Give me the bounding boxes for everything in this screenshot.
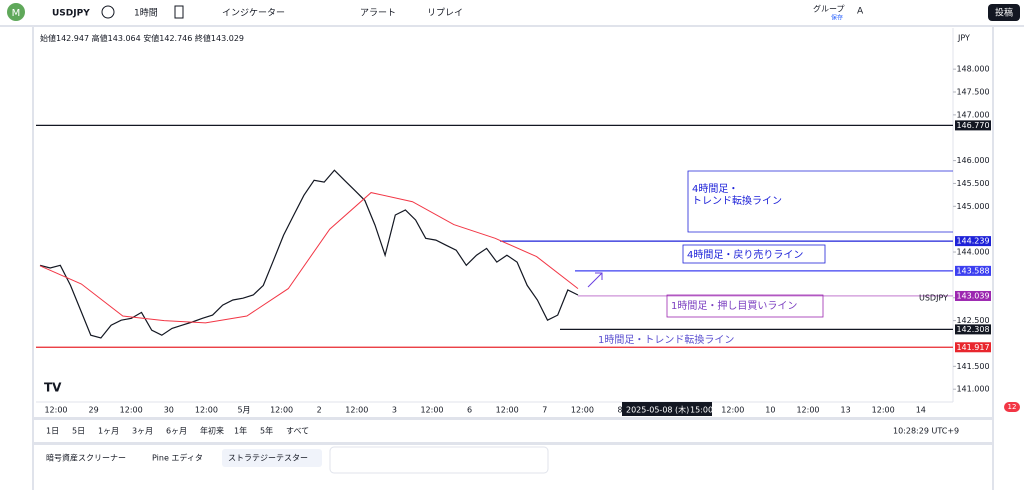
- annotation: トレンド転換ライン: [692, 195, 782, 207]
- range-button[interactable]: 1ヶ月: [98, 427, 119, 436]
- x-tick-label: 7: [542, 406, 547, 415]
- left-toolbar: [0, 27, 32, 490]
- moving-average: [39, 192, 579, 324]
- range-button[interactable]: 年初来: [200, 426, 224, 436]
- x-tick-label: 12:00: [120, 406, 143, 415]
- avatar[interactable]: [7, 3, 25, 21]
- drawing-toolbar: [329, 446, 549, 474]
- price-label-text: 142.308: [956, 325, 989, 334]
- price-label-text: 143.039: [956, 291, 989, 300]
- badge-count: 12: [1008, 403, 1017, 411]
- price-line: [39, 169, 579, 339]
- crosshair-time: 15:00: [690, 406, 713, 415]
- bottom-bar: [34, 420, 992, 442]
- alert[interactable]: アラート: [360, 8, 396, 19]
- x-tick-label: 8: [617, 406, 622, 415]
- x-tick-label: 14: [916, 406, 926, 415]
- add-symbol[interactable]: [101, 5, 115, 19]
- chart-pane: [34, 27, 992, 417]
- x-tick-label: 10: [765, 406, 775, 415]
- x-tick-label: 12:00: [195, 406, 218, 415]
- symbol[interactable]: USDJPY: [52, 9, 90, 19]
- crosshair-date: 2025-05-08 (木): [626, 405, 689, 415]
- crosshair-box: [622, 402, 712, 416]
- clock: 10:28:29 UTC+9: [893, 427, 959, 436]
- price-label: [955, 120, 991, 131]
- ohlc: 始値142.947 高値143.064 安値142.746 終値143.029: [40, 33, 244, 43]
- badge: [1004, 402, 1020, 412]
- x-tick-label: 12:00: [44, 406, 67, 415]
- tab[interactable]: ストラテジーテスター: [228, 454, 308, 463]
- range-button[interactable]: すべて: [286, 427, 309, 436]
- indicators[interactable]: インジケーター: [222, 8, 285, 19]
- price-label: [955, 236, 991, 247]
- y-tick-label: 142.500: [956, 316, 989, 325]
- arrow: [587, 272, 603, 288]
- x-tick-label: 6: [467, 406, 472, 415]
- price-label-text: 141.917: [956, 343, 989, 352]
- x-tick-label: 3: [392, 406, 397, 415]
- currency[interactable]: JPY: [957, 34, 970, 43]
- price-label: [955, 342, 991, 353]
- tab[interactable]: 暗号資産スクリーナー: [46, 453, 126, 463]
- x-tick-label: 12:00: [270, 406, 293, 415]
- x-tick-label: 12:00: [796, 406, 819, 415]
- ann-box: [687, 170, 953, 233]
- price-label: [955, 290, 991, 301]
- font[interactable]: A: [857, 7, 864, 17]
- y-tick-label: 147.000: [956, 110, 989, 119]
- y-tick-label: 141.500: [956, 362, 989, 371]
- y-tick-label: 145.000: [956, 202, 989, 211]
- interval[interactable]: 1時間: [134, 8, 158, 19]
- chart-type[interactable]: [174, 5, 184, 19]
- replay[interactable]: リプレイ: [427, 8, 463, 19]
- tab[interactable]: Pine エディタ: [152, 453, 203, 463]
- price-label-text: 144.239: [956, 237, 989, 246]
- y-tick-label: 146.000: [956, 156, 989, 165]
- x-tick-label: 13: [841, 406, 851, 415]
- y-tick-label: 145.500: [956, 179, 989, 188]
- price-label: [955, 324, 991, 335]
- symbol-tag: USDJPY: [919, 293, 948, 302]
- annotation: 1時間足・押し目買いライン: [671, 299, 797, 312]
- x-tick-label: 5月: [237, 406, 250, 415]
- range-button[interactable]: 5年: [260, 426, 273, 436]
- post-label: 投稿: [995, 7, 1013, 19]
- price-label: [955, 265, 991, 276]
- ann-box: [666, 294, 824, 318]
- right-toolbar: [994, 27, 1024, 490]
- annotation: 4時間足・: [692, 183, 738, 195]
- saved: 保存: [831, 14, 843, 22]
- x-tick-label: 30: [164, 406, 174, 415]
- group[interactable]: グループ: [813, 4, 845, 14]
- y-tick-label: 141.000: [956, 385, 989, 394]
- annotation: 4時間足・戻り売りライン: [687, 248, 803, 261]
- top-toolbar: [0, 0, 1024, 25]
- avatar-letter: M: [12, 8, 21, 19]
- x-tick-label: 12:00: [872, 406, 895, 415]
- x-tick-label: 2: [317, 406, 322, 415]
- x-tick-label: 12:00: [571, 406, 594, 415]
- x-tick-label: 12:00: [420, 406, 443, 415]
- x-tick-label: 29: [89, 406, 99, 415]
- annotation: 1時間足・トレンド転換ライン: [598, 334, 734, 346]
- tab-active: [222, 449, 322, 467]
- range-button[interactable]: 1年: [234, 426, 247, 436]
- range-button[interactable]: 1日: [46, 427, 59, 436]
- x-tick-label: 12:00: [496, 406, 519, 415]
- x-tick-label: 12:00: [345, 406, 368, 415]
- y-tick-label: 147.500: [956, 88, 989, 97]
- price-label-text: 143.588: [956, 266, 989, 275]
- x-tick-label: 12:00: [721, 406, 744, 415]
- range-button[interactable]: 5日: [72, 427, 85, 436]
- y-tick-label: 144.000: [956, 248, 989, 257]
- ann-box: [682, 244, 826, 264]
- price-label-text: 146.770: [956, 121, 989, 130]
- range-button[interactable]: 3ヶ月: [132, 427, 153, 436]
- logo: TV: [44, 381, 62, 395]
- post-button[interactable]: [988, 4, 1020, 21]
- y-tick-label: 148.000: [956, 65, 989, 74]
- range-button[interactable]: 6ヶ月: [166, 427, 187, 436]
